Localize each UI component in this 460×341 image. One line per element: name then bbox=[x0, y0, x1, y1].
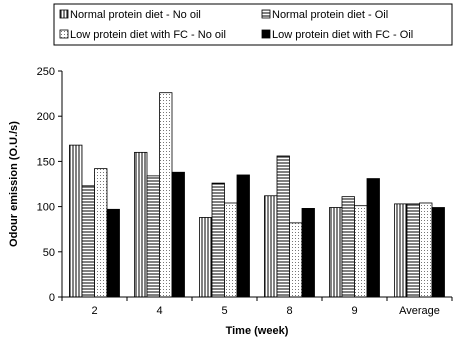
x-ticks-group: 2 4 5 8 9 Average bbox=[61, 297, 453, 317]
x-tick-label-9: 9 bbox=[351, 305, 357, 317]
bar-normal-protein-diet-no-oil-2 bbox=[69, 144, 83, 298]
bar-low-protein-diet-with-fc-no-oil-8 bbox=[289, 222, 303, 298]
legend-swatch-low-no-oil bbox=[59, 29, 69, 39]
y-tick-label-200: 200 bbox=[37, 111, 55, 123]
x-tick-label-8: 8 bbox=[286, 305, 292, 317]
bar-normal-protein-diet-oil-2 bbox=[81, 185, 95, 298]
bar-normal-protein-diet-no-oil-8 bbox=[264, 195, 278, 298]
y-tick-label-250: 250 bbox=[37, 66, 55, 78]
bar-low-protein-diet-with-fc-oil-9 bbox=[366, 178, 380, 298]
legend-item-low-oil: Low protein diet with FC - Oil bbox=[261, 29, 413, 41]
legend-label-low-no-oil: Low protein diet with FC - No oil bbox=[70, 29, 226, 41]
bar-low-protein-diet-with-fc-oil-4 bbox=[171, 171, 185, 298]
y-axis-title: Odour emission (O.U./s) bbox=[8, 121, 20, 247]
bar-low-protein-diet-with-fc-no-oil-5 bbox=[224, 202, 238, 298]
legend-label-normal-oil: Normal protein diet - Oil bbox=[272, 9, 388, 21]
x-tick-label-2: 2 bbox=[91, 305, 97, 317]
legend-box bbox=[53, 3, 453, 46]
y-tick-label-150: 150 bbox=[37, 156, 55, 168]
y-ticks-group: 0 50 100 150 200 250 bbox=[37, 66, 62, 304]
bar-low-protein-diet-with-fc-no-oil-2 bbox=[94, 168, 108, 298]
x-axis-title: Time (week) bbox=[226, 325, 289, 337]
bar-low-protein-diet-with-fc-oil-average bbox=[431, 207, 445, 298]
bar-low-protein-diet-with-fc-oil-5 bbox=[236, 174, 250, 298]
x-tick-label-4: 4 bbox=[156, 305, 162, 317]
bar-normal-protein-diet-no-oil-average bbox=[394, 203, 408, 298]
bar-normal-protein-diet-oil-5 bbox=[211, 182, 225, 298]
legend-label-normal-no-oil: Normal protein diet - No oil bbox=[70, 9, 201, 21]
bar-low-protein-diet-with-fc-no-oil-average bbox=[419, 202, 433, 298]
legend-swatch-normal-oil bbox=[261, 9, 271, 19]
bar-low-protein-diet-with-fc-oil-2 bbox=[106, 208, 120, 298]
legend-item-low-no-oil: Low protein diet with FC - No oil bbox=[59, 29, 226, 41]
legend-swatch-normal-no-oil bbox=[59, 9, 69, 19]
bar-normal-protein-diet-oil-8 bbox=[276, 155, 290, 298]
y-tick-label-100: 100 bbox=[37, 202, 55, 214]
x-tick-label-average: Average bbox=[399, 305, 440, 317]
legend-item-normal-oil: Normal protein diet - Oil bbox=[261, 9, 388, 21]
bar-low-protein-diet-with-fc-oil-8 bbox=[301, 208, 315, 298]
legend: Normal protein diet - No oil Normal prot… bbox=[53, 3, 453, 46]
bar-low-protein-diet-with-fc-no-oil-4 bbox=[159, 92, 173, 298]
y-tick-label-50: 50 bbox=[43, 247, 55, 259]
x-tick-label-5: 5 bbox=[221, 305, 227, 317]
bars-group bbox=[69, 92, 445, 298]
legend-swatch-low-oil bbox=[261, 29, 271, 39]
bar-normal-protein-diet-oil-average bbox=[406, 203, 420, 298]
bar-normal-protein-diet-oil-4 bbox=[146, 175, 160, 298]
y-tick-label-0: 0 bbox=[49, 292, 55, 304]
bar-normal-protein-diet-no-oil-5 bbox=[199, 217, 213, 298]
bar-normal-protein-diet-oil-9 bbox=[341, 196, 355, 298]
legend-label-low-oil: Low protein diet with FC - Oil bbox=[272, 29, 413, 41]
bar-low-protein-diet-with-fc-no-oil-9 bbox=[354, 205, 368, 298]
bar-normal-protein-diet-no-oil-9 bbox=[329, 207, 343, 298]
legend-item-normal-no-oil: Normal protein diet - No oil bbox=[59, 9, 201, 21]
bar-normal-protein-diet-no-oil-4 bbox=[134, 151, 148, 298]
